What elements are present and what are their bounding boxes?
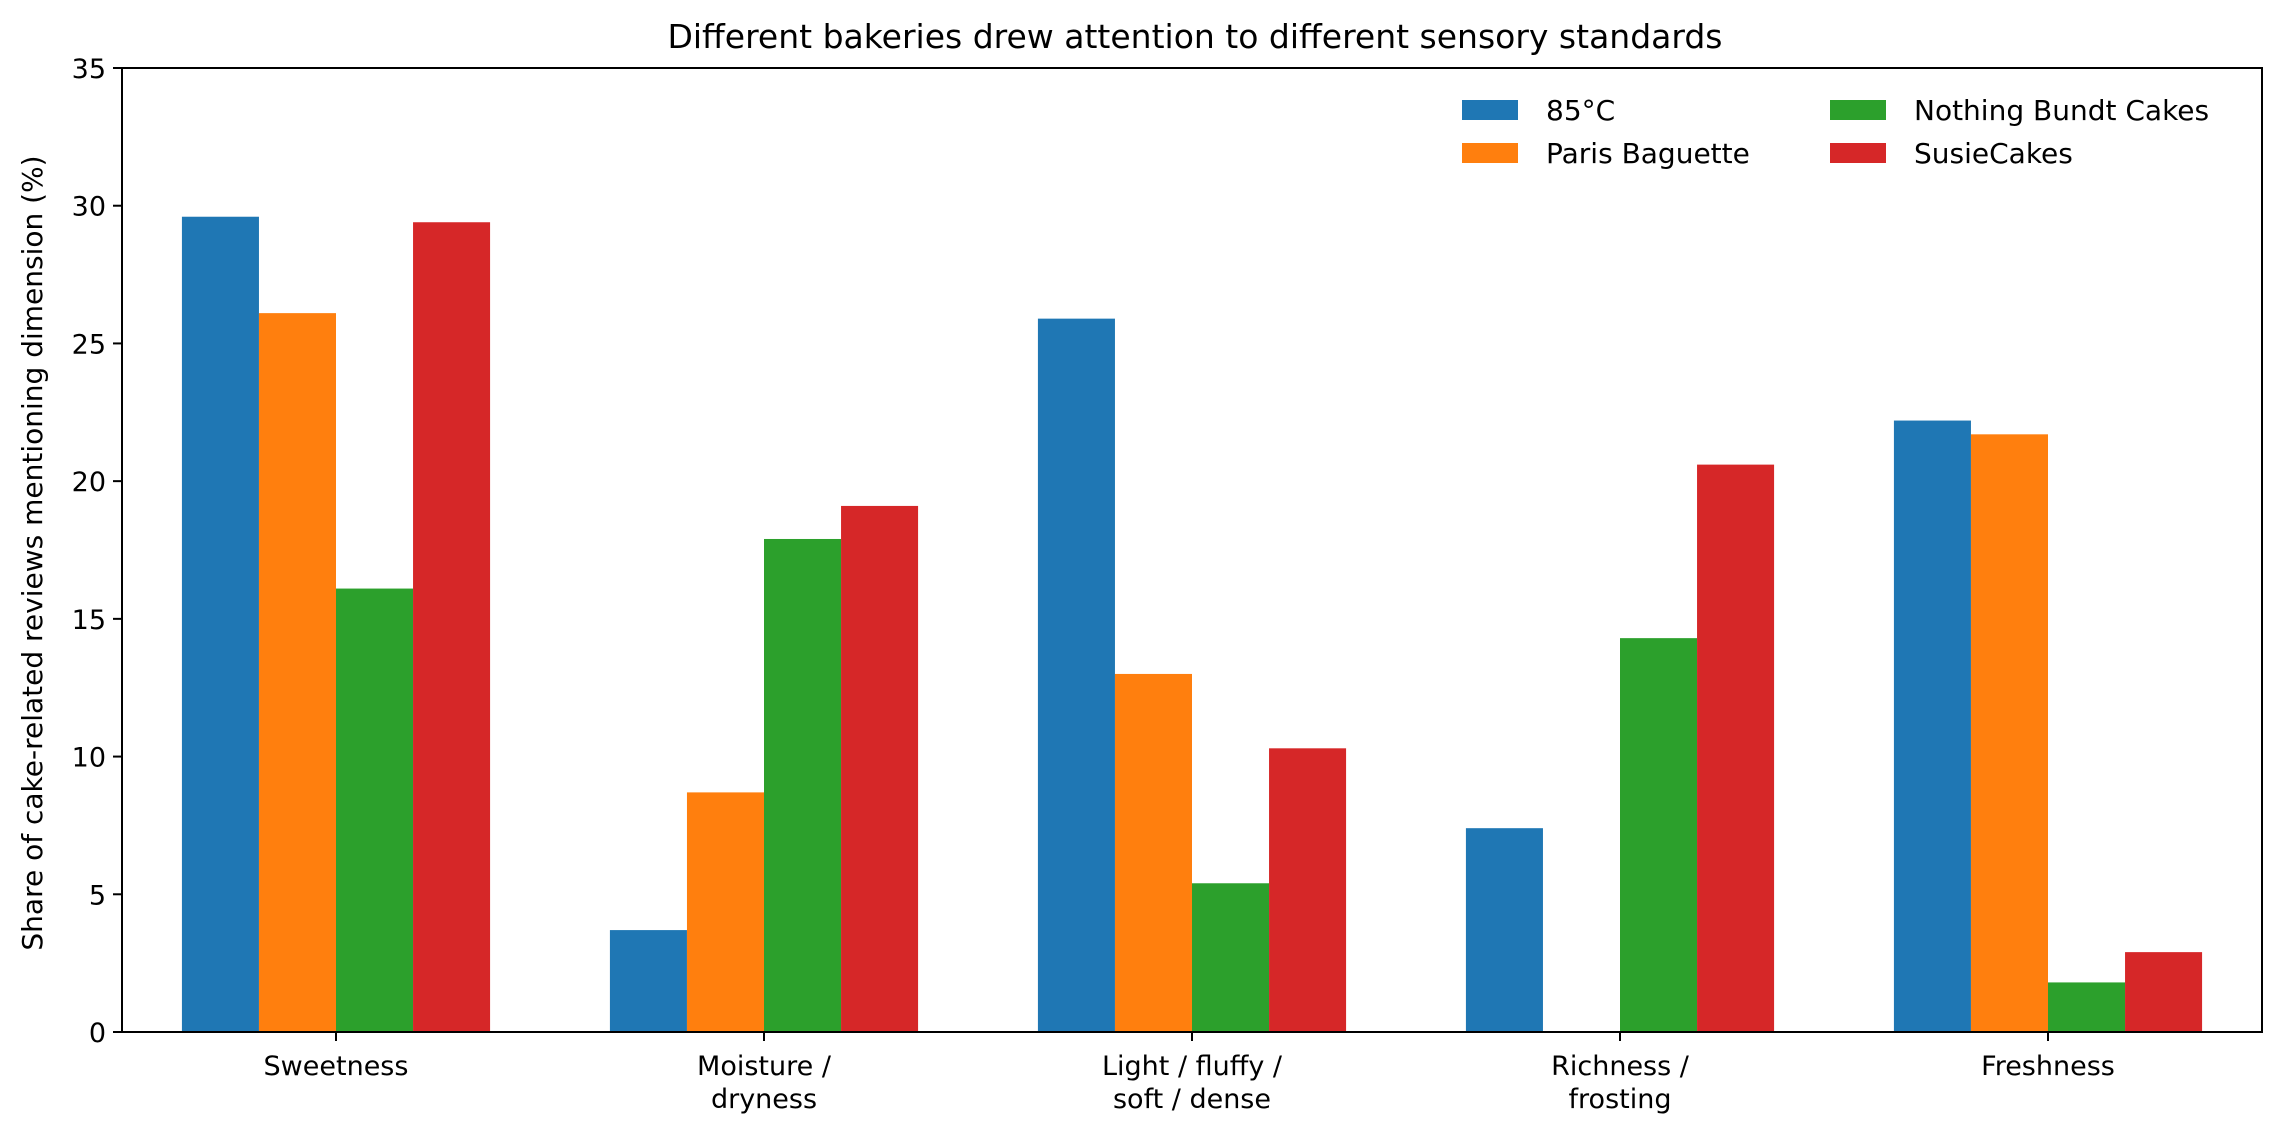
- x-tick-label: Light / fluffy /: [1102, 1051, 1283, 1082]
- x-tick-label: soft / dense: [1113, 1084, 1271, 1115]
- y-tick-label: 20: [72, 467, 106, 498]
- bar: [764, 538, 842, 1032]
- x-tick-label: Freshness: [1981, 1051, 2115, 1082]
- bar: [1893, 420, 1971, 1032]
- bar: [1037, 318, 1115, 1032]
- plot-area: 0 5 10 15 20 25 30 35 Sweetness Moisture /dryness…: [72, 54, 2263, 1115]
- bar: [1114, 673, 1192, 1032]
- x-tick-label: dryness: [711, 1084, 817, 1115]
- y-tick-label: 5: [89, 880, 106, 911]
- bar: [841, 505, 919, 1032]
- legend-swatch: [1462, 100, 1518, 120]
- legend-swatch: [1830, 143, 1886, 163]
- bar: [2048, 982, 2126, 1032]
- x-tick-label: Richness /: [1551, 1051, 1690, 1082]
- y-tick-label: 15: [72, 605, 106, 636]
- bar: [686, 792, 764, 1032]
- chart-title: Different bakeries drew attention to dif…: [667, 17, 1722, 56]
- bar: [336, 588, 414, 1032]
- y-tick-label: 0: [89, 1018, 106, 1049]
- bar: [2125, 952, 2203, 1032]
- y-tick-label: 30: [72, 192, 106, 223]
- bar: [1192, 883, 1270, 1032]
- legend-label: 85°C: [1546, 94, 1615, 127]
- legend-label: Paris Baguette: [1546, 137, 1750, 170]
- y-axis-label: Share of cake-related reviews mentioning…: [16, 155, 49, 950]
- y-tick-label: 25: [72, 329, 106, 360]
- bar: [181, 216, 259, 1033]
- bar: [413, 222, 491, 1033]
- bar: [1620, 638, 1698, 1032]
- bar: [258, 313, 336, 1032]
- legend-swatch: [1462, 143, 1518, 163]
- x-tick-label: Moisture /: [697, 1051, 832, 1082]
- bar: [1697, 464, 1775, 1032]
- x-tick-label: frosting: [1569, 1084, 1672, 1115]
- y-tick-label: 10: [72, 743, 106, 774]
- bar: [1269, 748, 1347, 1032]
- x-tick-label: Sweetness: [264, 1051, 409, 1082]
- bar: [1465, 828, 1543, 1032]
- legend-label: SusieCakes: [1914, 137, 2073, 170]
- legend-label: Nothing Bundt Cakes: [1914, 94, 2209, 127]
- bar: [609, 930, 687, 1032]
- y-tick-label: 35: [72, 54, 106, 85]
- legend-swatch: [1830, 100, 1886, 120]
- bar: [1970, 434, 2048, 1032]
